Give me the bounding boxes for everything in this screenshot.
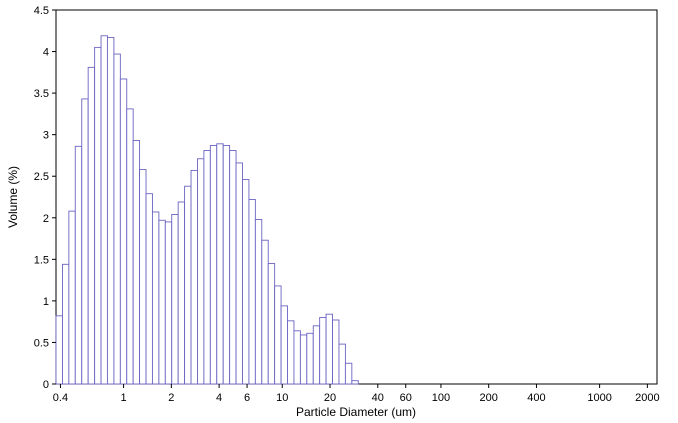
x-tick-label: 2000 bbox=[635, 392, 659, 404]
bars bbox=[55, 35, 359, 385]
histogram-bar bbox=[299, 334, 308, 385]
y-axis-title: Volume (%) bbox=[6, 166, 20, 228]
histogram-bar bbox=[261, 239, 269, 385]
x-tick-label: 6 bbox=[244, 392, 250, 404]
histogram-bar bbox=[274, 285, 282, 385]
histogram-bar bbox=[229, 150, 237, 385]
histogram-bar bbox=[351, 380, 359, 385]
y-tick-label: 4 bbox=[43, 47, 49, 59]
histogram-bar bbox=[190, 169, 198, 385]
histogram-bar bbox=[306, 332, 314, 385]
y-tick-label: 4.5 bbox=[34, 5, 49, 17]
x-tick-label: 1 bbox=[121, 392, 127, 404]
x-tick-label: 4 bbox=[216, 392, 222, 404]
histogram-bar bbox=[267, 263, 276, 385]
histogram-bar bbox=[68, 210, 76, 385]
histogram-bar bbox=[132, 140, 141, 385]
histogram-bar bbox=[312, 325, 321, 385]
histogram-bar bbox=[242, 179, 250, 385]
histogram-bar bbox=[87, 66, 96, 385]
x-tick-label: 100 bbox=[432, 392, 450, 404]
x-tick-label: 200 bbox=[480, 392, 498, 404]
histogram-bar bbox=[106, 36, 115, 385]
histogram-bar bbox=[293, 330, 301, 385]
histogram-bar bbox=[222, 145, 231, 385]
histogram-bar bbox=[254, 218, 263, 385]
histogram-bar bbox=[74, 145, 83, 385]
histogram-bar bbox=[280, 305, 288, 385]
y-tick-label: 0.5 bbox=[34, 337, 49, 349]
histogram-bar bbox=[197, 158, 205, 385]
y-tick-label: 2 bbox=[43, 213, 49, 225]
x-tick-label: 20 bbox=[324, 392, 336, 404]
histogram-bar bbox=[62, 263, 70, 385]
x-tick-label: 60 bbox=[400, 392, 412, 404]
y-tick-label: 2.5 bbox=[34, 171, 49, 183]
y-axis: 0 0.5 1 1.5 2 2.5 3 3.5 4 4.5 bbox=[34, 5, 56, 391]
histogram-bar bbox=[344, 362, 353, 385]
histogram-bar bbox=[139, 169, 147, 385]
histogram-bar bbox=[287, 320, 295, 385]
x-tick-label: 0.4 bbox=[53, 392, 68, 404]
histogram-bar bbox=[248, 199, 256, 385]
x-tick-label: 2 bbox=[168, 392, 174, 404]
histogram-bar bbox=[55, 315, 63, 385]
x-axis-title: Particle Diameter (um) bbox=[296, 405, 416, 419]
x-axis: 0.4 1 2 4 6 10 20 40 60 100 200 400 1000 2000 bbox=[53, 384, 660, 404]
histogram-bar bbox=[158, 219, 166, 385]
histogram-bar bbox=[171, 213, 179, 385]
y-tick-label: 3 bbox=[43, 130, 49, 142]
histogram-bar bbox=[203, 150, 211, 385]
histogram-bar bbox=[113, 53, 121, 385]
histogram-bar bbox=[126, 108, 134, 385]
histogram-bar bbox=[164, 221, 173, 385]
histogram-bar bbox=[151, 211, 160, 385]
histogram-bar bbox=[177, 201, 186, 385]
y-tick-label: 3.5 bbox=[34, 88, 49, 100]
y-tick-label: 1 bbox=[43, 296, 49, 308]
histogram-bar bbox=[119, 78, 128, 385]
histogram-bar bbox=[94, 46, 102, 385]
histogram-bar bbox=[235, 162, 243, 385]
x-tick-label: 10 bbox=[276, 392, 288, 404]
y-tick-label: 0 bbox=[43, 379, 49, 391]
x-tick-label: 1000 bbox=[587, 392, 611, 404]
y-tick-label: 1.5 bbox=[34, 254, 49, 266]
x-tick-label: 400 bbox=[527, 392, 545, 404]
histogram-bar bbox=[338, 343, 346, 385]
histogram-bar bbox=[184, 185, 192, 385]
histogram-bar bbox=[332, 319, 340, 385]
histogram-bar bbox=[145, 193, 153, 385]
histogram-bar bbox=[81, 98, 89, 385]
histogram-bar bbox=[100, 35, 108, 385]
histogram-bar bbox=[209, 145, 218, 385]
x-tick-label: 40 bbox=[372, 392, 384, 404]
histogram-bar bbox=[319, 317, 327, 385]
histogram-bar bbox=[325, 313, 333, 385]
histogram-bar bbox=[216, 143, 224, 385]
